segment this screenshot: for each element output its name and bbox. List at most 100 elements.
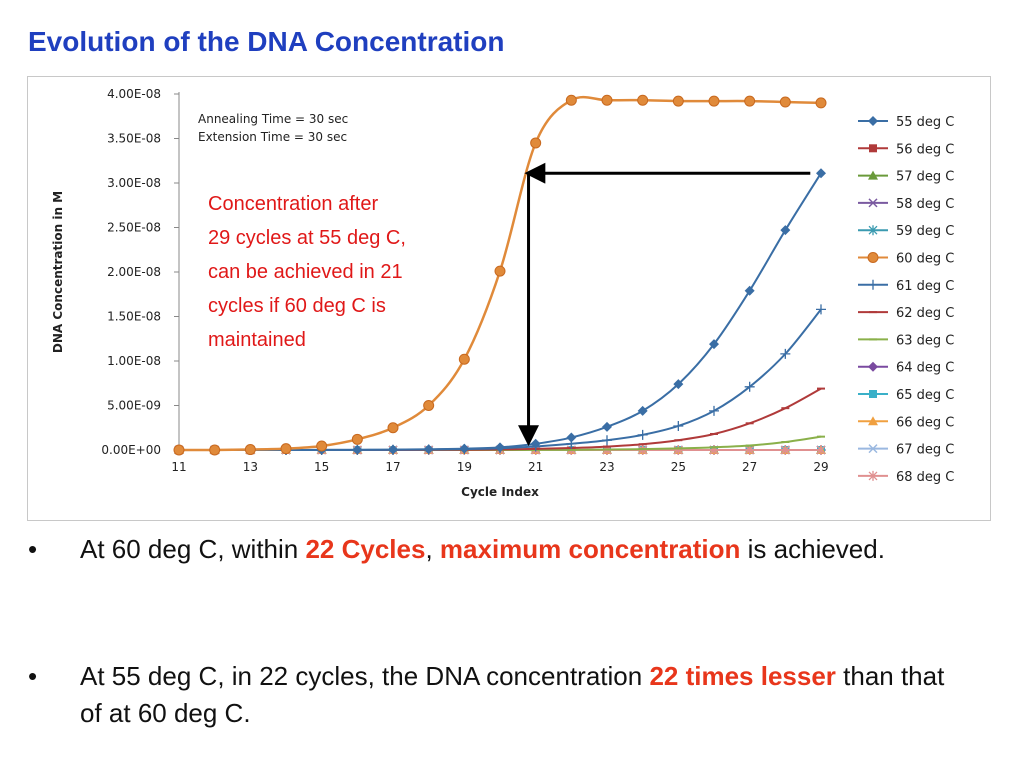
data-point-marker [280, 443, 292, 455]
y-tick-label: 4.00E-08 [107, 87, 161, 101]
legend-label: 56 deg C [896, 142, 954, 157]
data-point-marker [637, 429, 648, 440]
slide-title: Evolution of the DNA Concentration [28, 26, 505, 57]
data-point-marker [779, 96, 791, 108]
y-tick-label: 2.50E-08 [107, 221, 161, 235]
bullet-text-part: At 55 deg C, in 22 cycles, the DNA conce… [80, 661, 650, 691]
bullet-point-1: • At 60 deg C, within 22 Cycles, maximum… [28, 531, 978, 611]
series-61-deg-c [174, 304, 826, 455]
series-60-deg-c [173, 94, 827, 456]
legend-item: 63 deg C [858, 333, 954, 348]
legend-item: 66 deg C [858, 415, 954, 430]
legend-item: 62 deg C [858, 306, 954, 321]
data-point-marker [744, 381, 755, 392]
legend-item: 61 deg C [858, 279, 954, 294]
data-point-marker [602, 421, 612, 432]
x-tick-label: 17 [385, 460, 400, 474]
data-point-marker [868, 416, 878, 426]
legend-label: 66 deg C [896, 415, 954, 430]
data-point-marker [173, 444, 185, 456]
data-point-marker [868, 170, 878, 180]
legend-label: 61 deg C [896, 279, 954, 294]
data-point-marker [316, 440, 328, 452]
y-tick-label: 2.00E-08 [107, 265, 161, 279]
data-point-marker [209, 444, 221, 456]
bullet-text-part: At 60 deg C, within [80, 534, 306, 564]
line-chart: 0.00E+00 5.00E-09 1.00E-08 1.50E-08 2.00E-08… [51, 87, 954, 499]
legend-item: 59 deg C [858, 224, 954, 239]
concentration-note-line: Concentration after [208, 193, 378, 215]
data-point-marker [637, 94, 649, 106]
data-point-marker [745, 445, 755, 455]
y-tick-label: 5.00E-09 [107, 399, 161, 413]
x-axis-label: Cycle Index [461, 485, 539, 499]
data-point-marker [672, 95, 684, 107]
x-tick-label: 15 [314, 460, 329, 474]
concentration-note-line: can be achieved in 21 [208, 261, 403, 283]
x-tick-label: 13 [243, 460, 258, 474]
legend-item: 64 deg C [858, 361, 954, 376]
legend-label: 63 deg C [896, 333, 954, 348]
series-55-deg-c [174, 168, 826, 455]
legend-label: 55 deg C [896, 115, 954, 130]
legend-item: 68 deg C [858, 470, 954, 485]
data-point-marker [244, 444, 256, 456]
data-point-marker [352, 444, 363, 455]
legend-label: 68 deg C [896, 470, 954, 485]
legend-label: 59 deg C [896, 224, 954, 239]
data-point-marker [868, 470, 878, 481]
legend-item: 57 deg C [858, 170, 954, 185]
legend-item: 65 deg C [858, 388, 954, 403]
bullet-text: At 60 deg C, within 22 Cycles, maximum c… [80, 531, 960, 568]
data-point-marker [815, 97, 827, 109]
data-point-marker [387, 422, 399, 434]
legend-label: 58 deg C [896, 197, 954, 212]
data-point-marker [673, 379, 684, 390]
legend-item: 60 deg C [858, 252, 954, 267]
x-tick-label: 23 [599, 460, 614, 474]
highlight-max-concentration: maximum concentration [439, 534, 741, 564]
bullet-text-part: than that of at 60 deg C. [80, 661, 945, 728]
legend-item: 67 deg C [858, 443, 954, 458]
data-point-marker [709, 405, 719, 416]
bullet-text-part: , [425, 534, 440, 564]
x-tick-label: 21 [528, 460, 543, 474]
data-point-marker [637, 405, 648, 416]
legend-label: 57 deg C [896, 170, 954, 185]
data-point-marker [868, 444, 878, 454]
data-point-marker [744, 95, 756, 107]
data-point-marker [388, 444, 398, 455]
bullet-text: At 55 deg C, in 22 cycles, the DNA conce… [80, 658, 960, 732]
data-point-marker [868, 116, 878, 126]
legend-item: 55 deg C [858, 115, 954, 130]
series-line [179, 387, 822, 452]
x-tick-label: 29 [813, 460, 828, 474]
data-point-marker [709, 339, 719, 350]
y-tick-label: 3.00E-08 [107, 176, 161, 190]
data-point-marker [868, 279, 878, 290]
data-point-marker [458, 353, 470, 365]
x-tick-label: 27 [742, 460, 757, 474]
data-point-marker [869, 390, 877, 398]
data-point-marker [565, 94, 577, 106]
data-point-marker [351, 433, 363, 445]
data-point-marker [780, 225, 791, 236]
data-point-marker [868, 361, 878, 372]
legend-item: 56 deg C [858, 142, 954, 157]
data-point-marker [530, 137, 542, 149]
bullet-point-2: • At 55 deg C, in 22 cycles, the DNA con… [28, 658, 978, 738]
legend-label: 60 deg C [896, 252, 954, 267]
y-axis-label: DNA Concentration in M [51, 191, 65, 353]
data-point-marker [816, 304, 826, 315]
legend-label: 67 deg C [896, 443, 954, 458]
data-point-marker [601, 94, 613, 106]
x-tick-label: 11 [171, 460, 186, 474]
data-point-marker [816, 445, 826, 455]
data-point-marker [744, 285, 755, 296]
data-point-marker [459, 443, 470, 454]
legend-label: 65 deg C [896, 388, 954, 403]
chart-setting-annotation: Extension Time = 30 sec [198, 130, 347, 144]
data-point-marker [869, 144, 877, 153]
data-point-marker [708, 95, 720, 107]
chart-setting-annotation: Annealing Time = 30 sec [198, 112, 348, 126]
